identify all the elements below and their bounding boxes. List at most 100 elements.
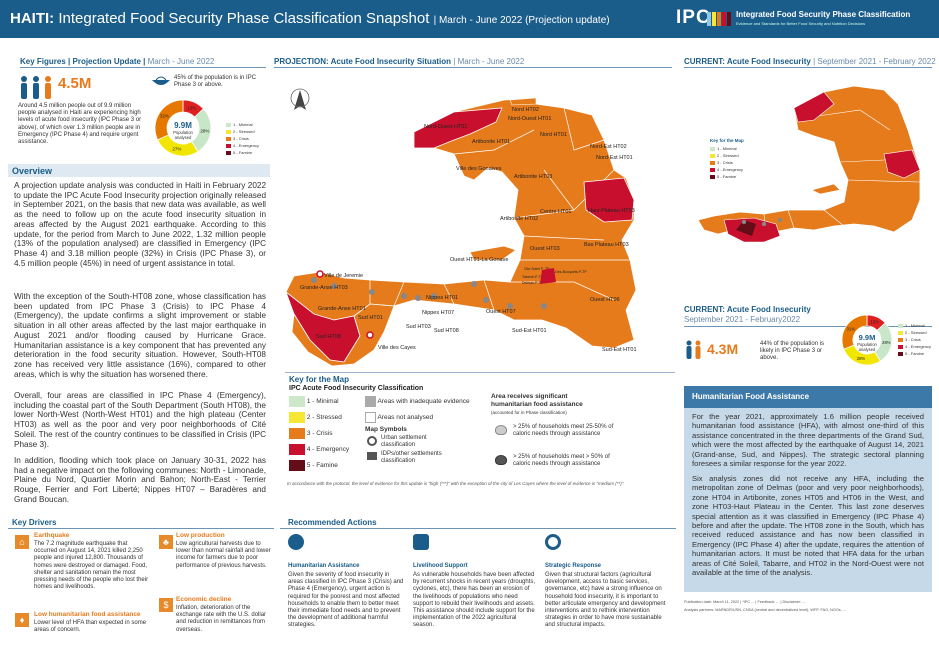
driver-text-low-hfa: Lower level of HFA than expected in some… xyxy=(34,620,147,634)
svg-text:Ville de Jeremie: Ville de Jeremie xyxy=(324,273,363,279)
driver-title-low-production: Low production xyxy=(176,532,225,539)
driver-text-low-production: Low agricultural harvests due to lower t… xyxy=(176,541,271,569)
svg-text:Ville des Gonaives: Ville des Gonaives xyxy=(456,166,502,172)
ipc-name: Integrated Food Security Phase Classific… xyxy=(736,10,911,19)
svg-text:Ouest HT06: Ouest HT06 xyxy=(590,297,620,303)
divider xyxy=(20,67,266,68)
donut-center-value: 9.9M xyxy=(174,121,192,130)
svg-text:Nippes HT07: Nippes HT07 xyxy=(422,310,454,316)
overview-paragraph-1: A projection update analysis was conduct… xyxy=(14,181,266,268)
action-text-strategic: Given that structural factors (agricultu… xyxy=(545,572,666,629)
hfa-body: For the year 2021, approximately 1.6 mil… xyxy=(684,408,932,592)
divider xyxy=(684,326,932,327)
hfa-dark-icon xyxy=(495,455,507,465)
donut-slice-label: 13% xyxy=(187,105,196,110)
economic-icon: $ xyxy=(159,598,173,612)
livelihood-icon xyxy=(413,534,429,550)
donut-slice-label: 28% xyxy=(857,356,866,361)
overview-paragraph-2: With the exception of the South-HT08 zon… xyxy=(14,292,266,379)
current-figures-title: CURRENT: Acute Food Insecurity xyxy=(684,305,811,314)
key-figure-number: 4.5M xyxy=(58,75,92,92)
svg-text:Artibonite HT01: Artibonite HT01 xyxy=(472,139,510,145)
driver-text-earthquake: The 7.2 magnitude earthquake that occurr… xyxy=(34,541,149,591)
map-key: Key for the Map IPC Acute Food Insecurit… xyxy=(285,372,675,502)
svg-text:Cite Soleil P_TP: Cite Soleil P_TP xyxy=(524,267,550,271)
projection-map-title: PROJECTION: Acute Food Insecurity Situat… xyxy=(274,57,525,66)
current-map-title: CURRENT: Acute Food Insecurity | Septemb… xyxy=(684,57,936,66)
page-title: HAITI: Integrated Food Security Phase Cl… xyxy=(10,10,610,27)
hfa-light-icon xyxy=(495,425,507,435)
divider xyxy=(274,67,672,68)
hfa-icon: ♦ xyxy=(15,613,29,627)
svg-text:Ouest HT01-La Gonave: Ouest HT01-La Gonave xyxy=(450,257,508,263)
overview-paragraph-4: In addition, flooding which took place o… xyxy=(14,456,266,504)
zone-nord-ouest-ht01 xyxy=(413,107,503,149)
publication-info: Publication date: March 11, 2022 | *IPC … xyxy=(684,600,846,612)
svg-text:Ville des Cayes: Ville des Cayes xyxy=(378,345,416,351)
svg-text:Nord-Ouest HT01: Nord-Ouest HT01 xyxy=(508,116,551,122)
projection-map: Nord-Ouest HT01 Nord HT02 Nord-Ouest HT0… xyxy=(285,88,637,367)
overview-header: Overview xyxy=(8,164,270,177)
svg-text:Grande-Anse HT03: Grande-Anse HT03 xyxy=(300,285,348,291)
donut-center-value: 9.9M xyxy=(859,333,876,342)
donut-slice xyxy=(154,99,184,141)
svg-text:Artibonite HT02: Artibonite HT02 xyxy=(500,216,538,222)
svg-text:Sud HT03: Sud HT03 xyxy=(406,324,431,330)
svg-text:Nord HT02: Nord HT02 xyxy=(512,107,539,113)
svg-text:Nord-Est HT01: Nord-Est HT01 xyxy=(596,155,633,161)
tent-icon xyxy=(367,452,377,460)
donut-slice-label: 28% xyxy=(200,128,209,133)
production-icon: ♣ xyxy=(159,535,173,549)
urban-icon xyxy=(367,436,377,446)
svg-text:Sud-Est HT01: Sud-Est HT01 xyxy=(512,328,547,334)
svg-text:Sud HT08: Sud HT08 xyxy=(434,328,459,334)
earthquake-icon: ⌂ xyxy=(15,535,29,549)
svg-text:Nord HT01: Nord HT01 xyxy=(540,132,567,138)
ipc-tagline: Evidence and Standards for Better Food S… xyxy=(736,21,866,26)
donut-slice-label: 27% xyxy=(172,147,181,152)
recommended-header: Recommended Actions xyxy=(280,517,676,529)
donut-center-label: analysed xyxy=(859,347,876,352)
driver-title-economic: Economic decline xyxy=(176,596,232,603)
action-text-humanitarian: Given the severity of food insecurity in… xyxy=(288,572,404,629)
svg-text:Nord-Ouest HT01: Nord-Ouest HT01 xyxy=(424,124,467,130)
donut-slice-label: 13% xyxy=(871,320,880,325)
svg-text:Nippes HT01: Nippes HT01 xyxy=(426,295,458,301)
svg-text:Delmas-P-TP: Delmas-P-TP xyxy=(522,281,544,285)
strategy-icon xyxy=(545,534,561,550)
svg-text:Artibonite HT03: Artibonite HT03 xyxy=(514,174,552,180)
donut-slice xyxy=(841,314,868,350)
zone-haut-plateau-ht03 xyxy=(583,177,635,223)
ipc-bars-icon xyxy=(707,12,733,26)
donut-slice-label: 28% xyxy=(882,340,891,345)
current-figures-date: September 2021 - February2022 xyxy=(684,315,801,324)
hfa-header: Humanitarian Food Assistance xyxy=(684,386,932,408)
svg-text:Grande-Anse HT01: Grande-Anse HT01 xyxy=(318,306,366,312)
svg-text:Centre HT01: Centre HT01 xyxy=(540,209,572,215)
donut-center-label: Population xyxy=(173,130,193,135)
current-figure-text: 44% of the population is likely in IPC P… xyxy=(760,341,825,362)
people-icon xyxy=(21,76,51,99)
ipc-logo: IPC xyxy=(676,7,711,28)
svg-text:Haut Plateau HT03: Haut Plateau HT03 xyxy=(588,208,635,214)
divider xyxy=(684,67,932,68)
driver-text-economic: Inflation, deterioration of the exchange… xyxy=(176,605,267,633)
donut-center-label: analysed xyxy=(175,135,192,140)
action-title-strategic: Strategic Response xyxy=(545,563,602,569)
svg-text:Nord-Est HT02: Nord-Est HT02 xyxy=(590,144,627,150)
action-title-humanitarian: Humanitarian Assistance xyxy=(288,563,360,569)
people-icon xyxy=(686,340,701,359)
donut-center-label: Population xyxy=(857,342,877,347)
zone-cite-soleil xyxy=(540,268,556,284)
svg-text:Bas Plateau HT03: Bas Plateau HT03 xyxy=(584,242,629,248)
key-figure-pct: 45% of the population is in IPC Phase 3 … xyxy=(174,75,257,89)
svg-text:Ouest HT07: Ouest HT07 xyxy=(486,309,516,315)
action-title-livelihood: Livelihood Support xyxy=(413,563,468,569)
action-text-livelihood: As vulnerable households have been affec… xyxy=(413,572,536,629)
driver-title-earthquake: Earthquake xyxy=(34,532,70,539)
current-figure-number: 4.3M xyxy=(707,341,739,357)
donut-slice-label: 32% xyxy=(160,114,169,119)
donut-slice-label: 31% xyxy=(847,327,856,332)
